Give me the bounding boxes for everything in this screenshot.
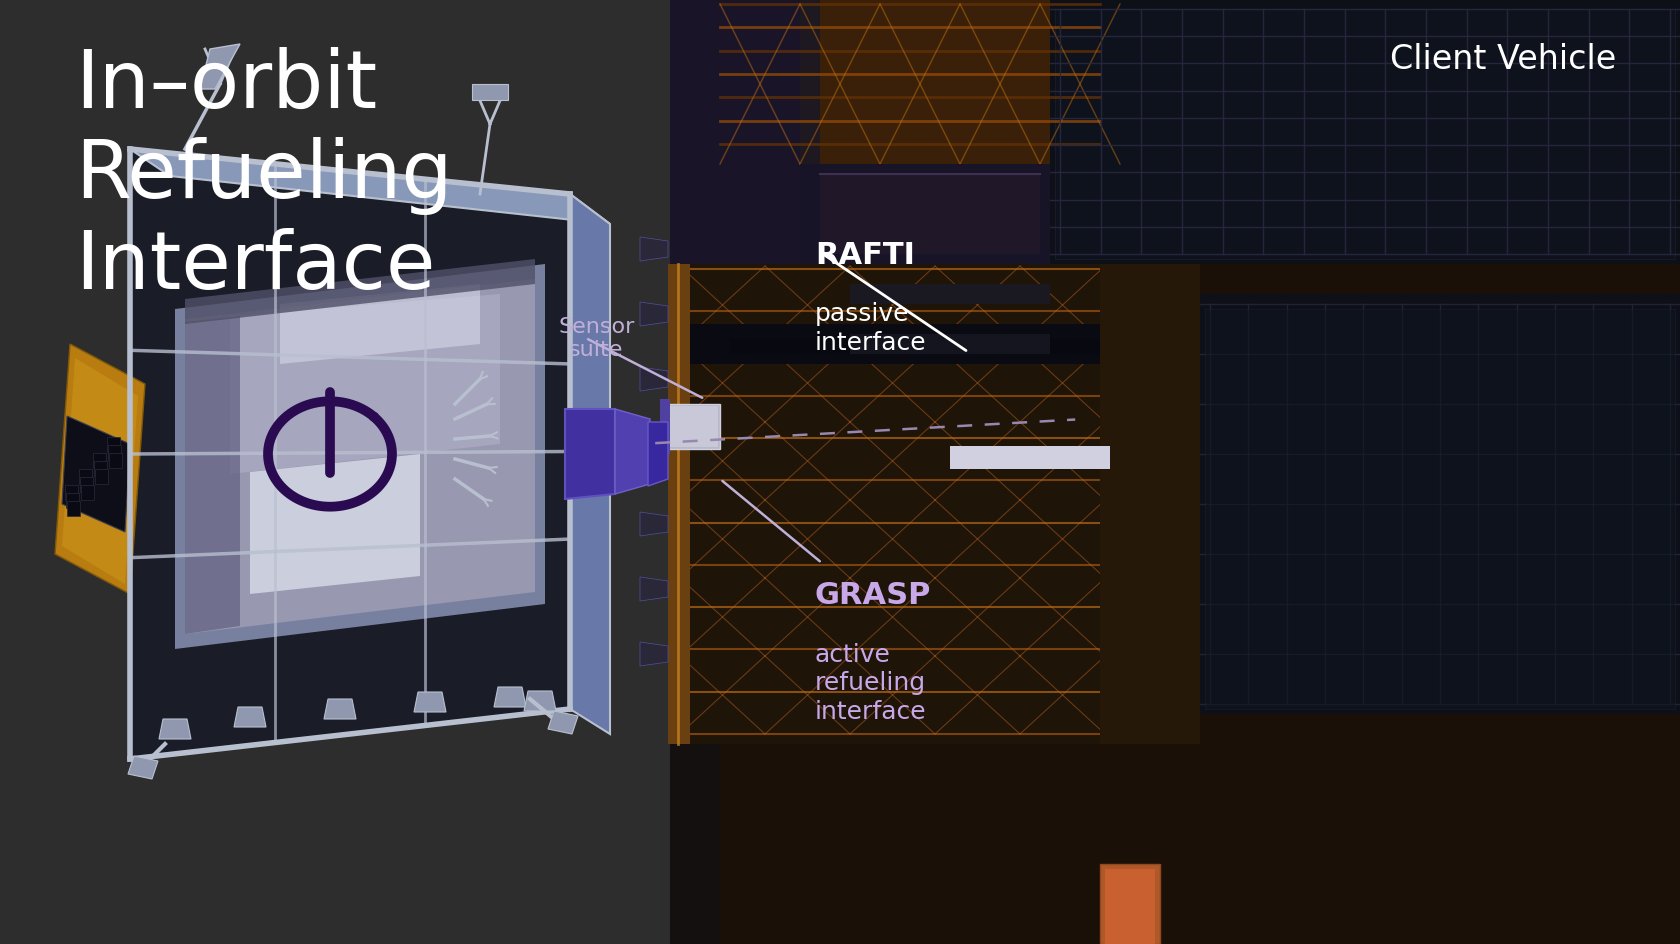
Polygon shape: [81, 485, 94, 500]
Polygon shape: [324, 700, 356, 719]
Text: Client Vehicle: Client Vehicle: [1391, 42, 1616, 76]
Polygon shape: [160, 719, 192, 739]
Polygon shape: [850, 285, 1050, 305]
Polygon shape: [55, 345, 144, 595]
Polygon shape: [1205, 310, 1675, 709]
Polygon shape: [1100, 864, 1159, 944]
Polygon shape: [62, 359, 138, 584]
Polygon shape: [800, 165, 1050, 264]
Polygon shape: [669, 264, 690, 744]
Polygon shape: [820, 175, 1040, 255]
Polygon shape: [640, 367, 669, 392]
Text: RAFTI: RAFTI: [815, 241, 916, 270]
Polygon shape: [66, 485, 77, 500]
Polygon shape: [640, 238, 669, 261]
Polygon shape: [670, 325, 1200, 364]
Polygon shape: [234, 707, 265, 727]
Polygon shape: [564, 410, 615, 499]
Polygon shape: [108, 437, 119, 452]
Polygon shape: [640, 578, 669, 601]
Polygon shape: [185, 316, 240, 634]
Polygon shape: [472, 85, 507, 101]
Polygon shape: [640, 513, 669, 536]
Polygon shape: [185, 279, 534, 634]
Polygon shape: [200, 45, 240, 90]
Polygon shape: [548, 711, 578, 734]
Text: passive
interface: passive interface: [815, 302, 926, 355]
Polygon shape: [79, 469, 92, 484]
Polygon shape: [1050, 0, 1680, 264]
Polygon shape: [108, 446, 121, 461]
Polygon shape: [62, 416, 129, 532]
Polygon shape: [67, 501, 81, 516]
Polygon shape: [1100, 264, 1200, 744]
Polygon shape: [175, 264, 544, 649]
Polygon shape: [109, 453, 123, 468]
Polygon shape: [721, 0, 1100, 165]
Polygon shape: [1055, 10, 1675, 260]
Polygon shape: [670, 264, 1100, 744]
Polygon shape: [128, 756, 158, 779]
Polygon shape: [850, 334, 1050, 355]
Polygon shape: [81, 478, 92, 493]
Polygon shape: [94, 462, 108, 477]
Polygon shape: [615, 410, 650, 495]
Polygon shape: [92, 453, 106, 468]
Polygon shape: [670, 0, 731, 264]
Polygon shape: [129, 150, 570, 759]
Polygon shape: [660, 399, 670, 454]
Polygon shape: [670, 0, 1680, 944]
Text: active
refueling
interface: active refueling interface: [815, 642, 926, 723]
Polygon shape: [670, 0, 721, 944]
Polygon shape: [570, 194, 610, 734]
Polygon shape: [129, 150, 610, 225]
Polygon shape: [670, 0, 800, 264]
Polygon shape: [949, 447, 1110, 469]
Polygon shape: [1105, 869, 1156, 944]
Polygon shape: [640, 303, 669, 327]
Polygon shape: [494, 687, 526, 707]
Polygon shape: [96, 469, 108, 484]
Polygon shape: [185, 260, 534, 325]
Polygon shape: [66, 494, 79, 509]
Polygon shape: [230, 295, 501, 475]
Polygon shape: [413, 692, 445, 712]
Polygon shape: [669, 407, 717, 447]
Text: In–orbit
Refueling
Interface: In–orbit Refueling Interface: [76, 47, 454, 305]
Polygon shape: [648, 423, 669, 486]
Text: GRASP: GRASP: [815, 581, 931, 610]
Polygon shape: [640, 642, 669, 666]
Text: Sensor
suite: Sensor suite: [558, 316, 635, 360]
Polygon shape: [281, 285, 480, 364]
Polygon shape: [524, 691, 556, 711]
Polygon shape: [1200, 295, 1680, 715]
Polygon shape: [669, 405, 721, 449]
Polygon shape: [731, 340, 1100, 355]
Polygon shape: [250, 454, 420, 595]
Polygon shape: [731, 0, 820, 194]
